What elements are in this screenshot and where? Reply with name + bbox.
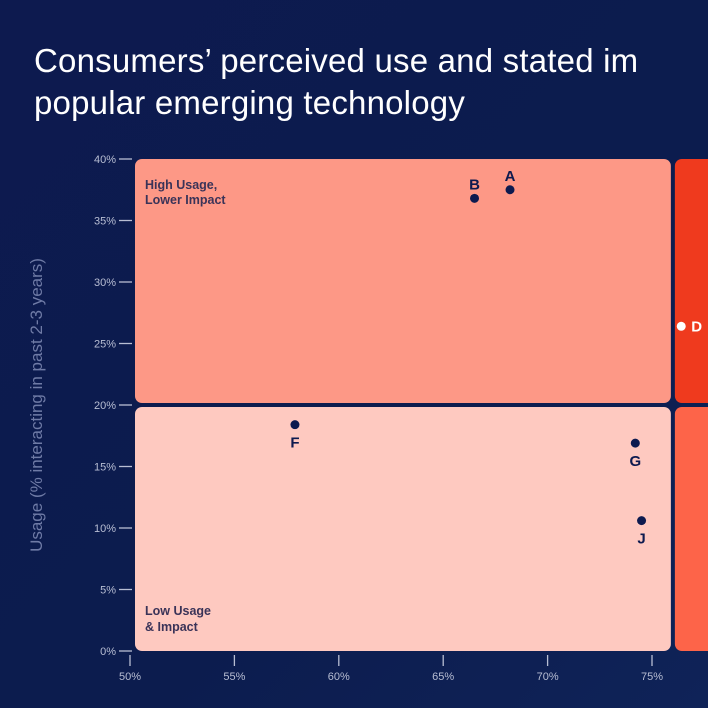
x-tick-label: 70%	[537, 671, 559, 683]
y-tick-label: 30%	[94, 277, 116, 289]
chart-title: Consumers’ perceived use and stated im p…	[34, 40, 638, 124]
quadrant-label: Lower Impact	[145, 193, 226, 207]
point-label-F: F	[290, 435, 299, 452]
quadrant-label: & Impact	[145, 620, 199, 634]
point-label-G: G	[629, 453, 641, 470]
x-tick-label: 50%	[119, 671, 141, 683]
data-point-F	[290, 420, 300, 430]
quadrant-bottom-right	[674, 407, 708, 651]
y-tick-label: 15%	[94, 462, 116, 474]
quadrant-top-right	[674, 159, 708, 403]
y-tick-label: 25%	[94, 339, 116, 351]
quadrant-low-usage-impact	[135, 407, 671, 651]
quadrant-label: Low Usage	[145, 604, 211, 618]
data-point-G	[630, 438, 640, 448]
y-tick-label: 20%	[94, 400, 116, 412]
point-label-J: J	[637, 531, 645, 548]
data-point-J	[637, 516, 647, 526]
point-label-B: B	[469, 176, 480, 193]
y-tick-label: 35%	[94, 216, 116, 228]
y-tick-label: 0%	[100, 646, 116, 658]
x-tick-label: 75%	[641, 671, 663, 683]
title-line-1: Consumers’ perceived use and stated im	[34, 42, 639, 79]
y-tick-label: 5%	[100, 585, 116, 597]
y-tick-label: 40%	[94, 154, 116, 166]
y-tick-label: 10%	[94, 523, 116, 535]
y-axis-label: Usage (% interacting in past 2-3 years)	[27, 258, 46, 552]
x-tick-label: 65%	[432, 671, 454, 683]
title-line-2: popular emerging technology	[34, 84, 466, 121]
data-point-B	[470, 193, 480, 203]
point-label-A: A	[505, 168, 516, 185]
data-point-D	[676, 321, 686, 331]
x-tick-label: 55%	[223, 671, 245, 683]
quadrant-high-usage-lower-impact	[135, 159, 671, 403]
data-point-A	[505, 185, 515, 195]
x-tick-label: 60%	[328, 671, 350, 683]
point-label-D: D	[691, 318, 702, 335]
quadrant-label: High Usage,	[145, 178, 217, 192]
